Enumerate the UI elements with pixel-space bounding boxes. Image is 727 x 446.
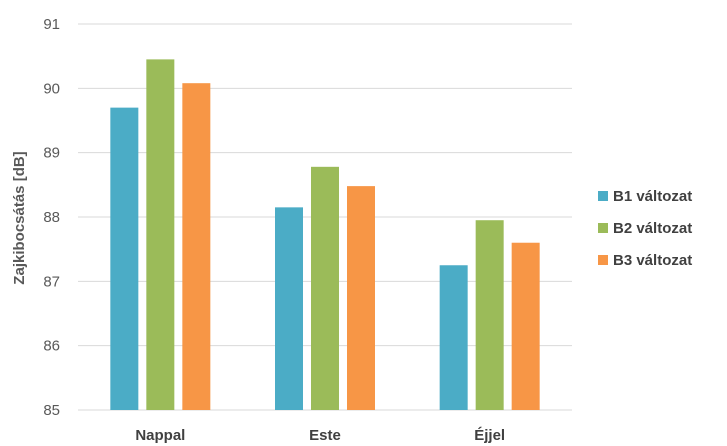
bar-este-series-1 (275, 207, 303, 410)
legend-label: B1 változat (613, 188, 692, 205)
bar-este-series-2 (311, 166, 339, 410)
bar-éjjel-series-3 (511, 242, 540, 410)
legend-swatch (598, 255, 608, 265)
y-tick-label: 90 (43, 80, 60, 97)
legend-swatch (598, 223, 608, 233)
y-tick-label: 91 (43, 16, 60, 33)
bar-éjjel-series-2 (475, 220, 504, 410)
legend-swatch (598, 191, 608, 201)
bar-este-series-3 (347, 186, 375, 410)
x-axis-categories: Nappal Este Éjjel (135, 427, 505, 444)
x-category-label: Nappal (135, 427, 185, 444)
y-tick-label: 87 (43, 273, 60, 290)
bars (110, 59, 540, 411)
legend: B1 változat B2 változat B3 változat (598, 188, 692, 269)
y-tick-label: 89 (43, 145, 60, 162)
y-tick-label: 88 (43, 209, 60, 226)
legend-label: B2 változat (613, 220, 692, 237)
x-category-label: Éjjel (474, 427, 505, 444)
legend-label: B3 változat (613, 252, 692, 269)
bar-nappal-series-2 (146, 59, 175, 411)
y-tick-label: 85 (43, 402, 60, 419)
y-axis-title: Zajkibocsátás [dB] (11, 151, 28, 284)
bar-nappal-series-3 (182, 83, 211, 410)
bar-éjjel-series-1 (439, 265, 468, 410)
x-category-label: Este (309, 427, 341, 444)
bar-nappal-series-1 (110, 107, 139, 410)
y-tick-label: 86 (43, 338, 60, 355)
y-axis-ticks: 85 86 87 88 89 90 91 (43, 16, 60, 419)
